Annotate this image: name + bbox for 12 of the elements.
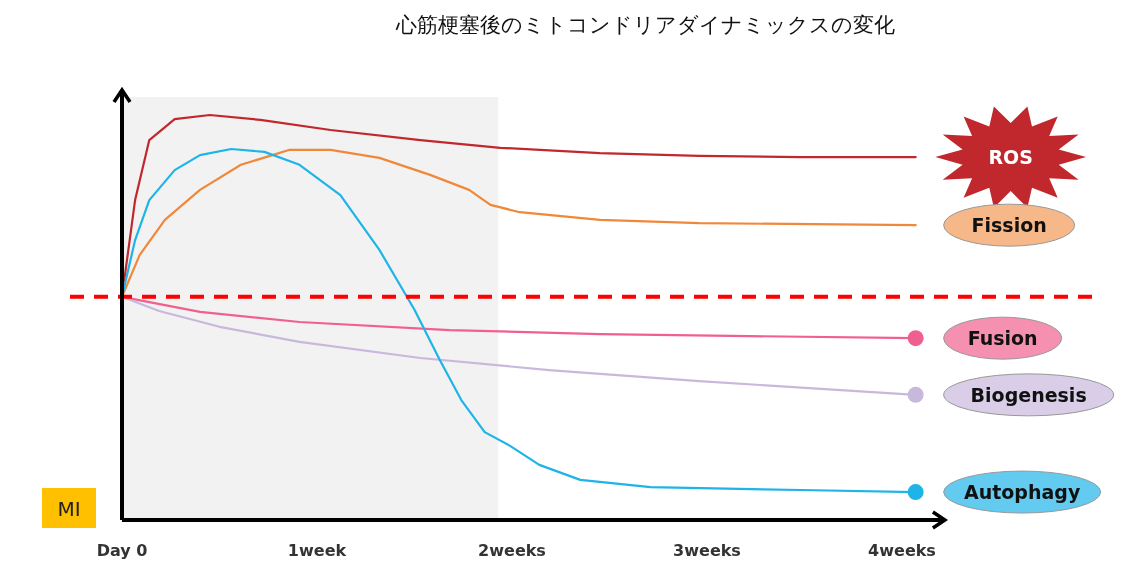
chart-title: 心筋梗塞後のミトコンドリアダイナミックスの変化 <box>394 13 895 37</box>
text: Fission <box>971 214 1047 237</box>
x-tick-label: Day 0 <box>96 541 148 560</box>
x-tick-label: 2weeks <box>478 541 546 560</box>
x-tick-label: 3weeks <box>673 541 741 560</box>
text: Fusion <box>967 327 1038 350</box>
x-tick-label: 4weeks <box>868 541 936 560</box>
text: MI <box>57 497 81 521</box>
text: Biogenesis <box>970 383 1087 406</box>
x-tick-label: 1week <box>287 541 347 560</box>
text: ROS <box>988 146 1033 169</box>
text: Autophagy <box>963 481 1081 504</box>
